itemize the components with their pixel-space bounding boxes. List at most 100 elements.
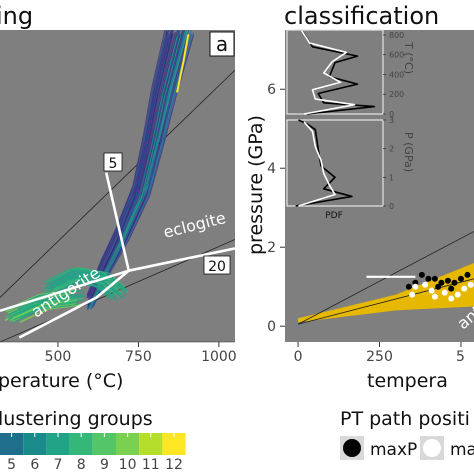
legend-marker-ma — [423, 439, 441, 457]
colorbar-swatch-7 — [46, 433, 70, 455]
right-x-label: tempera — [367, 370, 448, 392]
colorbar-label-5: 5 — [7, 457, 16, 473]
legend-marker-maxP — [343, 439, 361, 457]
left-x-tick-label-1000: 1000 — [201, 349, 237, 365]
colorbar-label-12: 12 — [165, 457, 183, 473]
point-maxP-9 — [448, 285, 455, 292]
point-ma-0 — [412, 283, 419, 290]
geotherm-label-20-box — [203, 255, 231, 275]
colorbar-label-11: 11 — [142, 457, 160, 473]
legend-label-ma: ma — [450, 440, 474, 460]
right-ref-line-1 — [297, 278, 474, 325]
pt-path-2-40 — [13, 303, 79, 323]
pt-path-0-47 — [86, 30, 167, 295]
pt-path-2-44 — [14, 301, 79, 321]
colorbar-title: lustering groups — [0, 408, 153, 430]
inset-1-curve-0 — [295, 119, 353, 207]
point-ma-7 — [431, 293, 438, 300]
right-panel: classification antigorite 0 2 4 6 pressure … — [245, 2, 474, 392]
colorbar-swatch-8 — [69, 433, 93, 455]
pt-envelope — [298, 263, 474, 323]
pt-path-0-68 — [89, 31, 181, 304]
right-y-axis: 0 2 4 6 — [267, 82, 285, 335]
colorbar-label-8: 8 — [77, 457, 86, 473]
colorbar-label-10: 10 — [119, 457, 137, 473]
inset-frame-0 — [286, 29, 384, 115]
point-maxP-7 — [464, 271, 471, 278]
geotherm-label-5-box — [103, 152, 123, 172]
inset-x-label: PDF — [325, 211, 343, 221]
colorbar-label-6: 6 — [30, 457, 39, 473]
left-plot-content — [0, 30, 235, 342]
point-maxP-1 — [425, 275, 432, 282]
point-maxP-2 — [431, 275, 438, 282]
pt-path-1-33 — [42, 276, 111, 296]
pt-path-2-43 — [7, 296, 73, 316]
left-x-axis: 500 750 1000 — [0, 341, 237, 365]
pt-path-1-36 — [47, 268, 116, 287]
point-ma-6 — [467, 281, 474, 288]
right-y-tick-label-4: 4 — [267, 161, 276, 177]
pt-path-0-13 — [92, 34, 195, 307]
point-ma-5 — [461, 285, 468, 292]
legend-label-maxP: maxP — [370, 440, 417, 460]
inset-1-tick-label-1: 1 — [389, 173, 394, 182]
pt-path-1-42 — [50, 278, 120, 298]
panel-label: a — [216, 32, 228, 56]
series-ma — [409, 281, 474, 302]
right-x-tick-label-0: 0 — [294, 349, 303, 365]
colorbar-label-7: 7 — [54, 457, 63, 473]
right-y-label: pressure (GPa) — [245, 115, 267, 255]
point-maxP-4 — [444, 277, 451, 284]
colorbar: lustering groups 5 6 7 8 9 10 11 12 — [0, 408, 186, 473]
right-plot-content: antigorite — [297, 231, 474, 333]
inset-0-tick-label-400: 400 — [389, 70, 404, 79]
pt-path-2-6 — [19, 304, 85, 324]
point-maxP-8 — [435, 283, 442, 290]
right-title: classification — [284, 2, 439, 30]
left-x-label: perature (°C) — [0, 370, 123, 392]
point-ma-3 — [441, 289, 448, 296]
pt-path-0-64 — [91, 35, 190, 308]
point-maxP-6 — [457, 275, 464, 282]
point-maxP-0 — [418, 271, 425, 278]
pt-path-0-69 — [86, 30, 166, 299]
right-y-tick-label-0: 0 — [267, 319, 276, 335]
point-ma-8 — [448, 295, 455, 302]
legend-title: PT path positi — [340, 408, 470, 430]
point-maxP-11 — [405, 283, 412, 290]
pt-path-2-28 — [13, 296, 78, 316]
point-ma-2 — [428, 287, 435, 294]
colorbar-label-9: 9 — [100, 457, 109, 473]
colorbar-swatch-11 — [139, 433, 163, 455]
colorbar-swatch-9 — [92, 433, 116, 455]
left-x-tick-label-750: 750 — [125, 349, 152, 365]
inset-0-tick-label-600: 600 — [389, 51, 404, 60]
inset-1-ylabel: P (GPa) — [402, 132, 415, 172]
point-ma-9 — [409, 291, 416, 298]
colorbar-swatch-6 — [23, 433, 47, 455]
pt-path-bundle-2 — [3, 289, 87, 324]
inset-1-curve-1 — [298, 121, 336, 207]
pt-path-0-62 — [86, 32, 168, 305]
phase-boundary-antigorite — [18, 172, 131, 339]
right-y-tick-label-2: 2 — [267, 240, 276, 256]
right-x-axis: 0 250 5 — [294, 342, 465, 365]
pt-path-2-42 — [12, 299, 77, 319]
pt-path-2-37 — [3, 299, 69, 319]
left-plot-area — [0, 30, 235, 342]
left-x-tick-label-500: 500 — [45, 349, 72, 365]
legend: PT path positi maxP ma — [340, 408, 474, 460]
inset-0-curve-1 — [300, 29, 356, 115]
inset-1-tick-label-3: 3 — [389, 116, 394, 125]
right-x-tick-label-5: 5 — [456, 349, 465, 365]
right-x-tick-label-250: 250 — [366, 349, 393, 365]
inset-1-tick-label-0: 0 — [389, 202, 394, 211]
pt-path-2-27 — [18, 293, 84, 312]
colorbar-swatch-12 — [162, 433, 186, 455]
inset-0-tick-label-800: 800 — [389, 31, 404, 40]
inset-pressure-pdf: 0 1 2 3 P (GPa) — [286, 116, 415, 211]
